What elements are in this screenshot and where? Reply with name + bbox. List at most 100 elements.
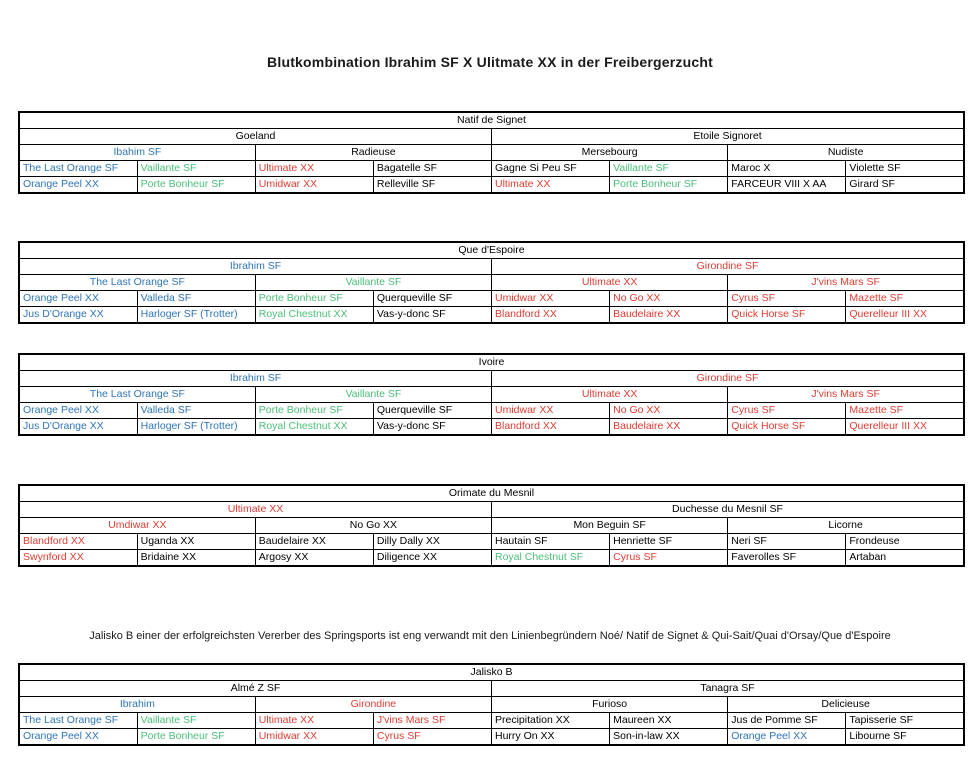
- pedigree-cell: Mazette SF: [845, 290, 965, 307]
- pedigree-cell: Umidwar XX: [254, 176, 374, 194]
- pedigree-cell: Umidwar XX: [490, 402, 611, 419]
- table-row: Ibahim SF Radieuse Mersebourg Nudiste: [18, 144, 965, 161]
- pedigree-cell: Orange Peel XX: [18, 402, 138, 419]
- pedigree-cell: Neri SF: [727, 533, 847, 550]
- pedigree-table-orimate-du-mesnil: Orimate du Mesnil Ultimate XX Duchesse du …: [18, 484, 965, 567]
- pedigree-cell: Etoile Signoret: [491, 128, 965, 145]
- pedigree-cell: Cyrus SF: [609, 549, 729, 567]
- pedigree-cell: Furioso: [490, 696, 729, 713]
- pedigree-cell: Mon Beguin SF: [490, 517, 729, 534]
- table-row: Ivoire: [18, 353, 965, 371]
- pedigree-cell: Orange Peel XX: [18, 728, 138, 746]
- pedigree-cell: J'vins Mars SF: [372, 712, 493, 729]
- pedigree-cell: Radieuse: [254, 144, 493, 161]
- table-row: Ibrahim Girondine Furioso Delicieuse: [18, 696, 965, 713]
- table-row: Jus D'Orange XX Harloger SF (Trotter) Roya…: [18, 306, 965, 324]
- pedigree-cell: Swynford XX: [18, 549, 138, 567]
- pedigree-table: Orimate du Mesnil Ultimate XX Duchesse du …: [18, 484, 965, 567]
- pedigree-cell: Blandford XX: [18, 533, 138, 550]
- pedigree-cell: Bridaine XX: [136, 549, 256, 567]
- pedigree-cell: Jus D'Orange XX: [18, 418, 138, 436]
- pedigree-cell: Vas-y-donc SF: [372, 306, 493, 324]
- pedigree-cell: Gagne Si Peu SF: [490, 160, 611, 177]
- pedigree-cell: Valleda SF: [136, 290, 256, 307]
- pedigree-table: Natif de Signet Goeland Etoile Signoret Iba…: [18, 111, 965, 194]
- pedigree-cell: Son-in-law XX: [609, 728, 729, 746]
- table-row: Ultimate XX Duchesse du Mesnil SF: [18, 501, 965, 518]
- pedigree-cell: The Last Orange SF: [18, 386, 256, 403]
- pedigree-cell: Royal Chestnut SF: [490, 549, 611, 567]
- pedigree-cell: Cyrus SF: [727, 290, 847, 307]
- pedigree-cell: Vas-y-donc SF: [372, 418, 493, 436]
- pedigree-table-que-despoire: Que d'Espoire Ibrahim SF Girondine SF The L…: [18, 241, 965, 324]
- pedigree-cell: Quick Horse SF: [727, 418, 847, 436]
- pedigree-cell: No Go XX: [609, 290, 729, 307]
- table-row: Orange Peel XX Porte Bonheur SF Umidwar XX…: [18, 728, 965, 746]
- table-row: The Last Orange SF Vaillante SF Ultimate X…: [18, 160, 965, 177]
- jalisko-note: Jalisko B einer der erfolgreichsten Vere…: [89, 630, 891, 642]
- pedigree-cell: Vaillante SF: [609, 160, 729, 177]
- pedigree-cell: Hurry On XX: [490, 728, 611, 746]
- table-row: Jalisko B: [18, 663, 965, 681]
- pedigree-cell: Blandford XX: [490, 306, 611, 324]
- pedigree-cell: Royal Chestnut XX: [254, 306, 374, 324]
- pedigree-cell: The Last Orange SF: [18, 712, 138, 729]
- pedigree-cell: J'vins Mars SF: [727, 386, 965, 403]
- pedigree-cell: Diligence XX: [372, 549, 493, 567]
- table-title-cell: Que d'Espoire: [18, 241, 965, 259]
- table-row: Orange Peel XX Valleda SF Porte Bonheur SF…: [18, 402, 965, 419]
- pedigree-cell: Porte Bonheur SF: [254, 290, 374, 307]
- pedigree-cell: Duchesse du Mesnil SF: [491, 501, 965, 518]
- pedigree-cell: Ibahim SF: [18, 144, 256, 161]
- pedigree-cell: Ultimate XX: [18, 501, 492, 518]
- pedigree-cell: Tapisserie SF: [845, 712, 965, 729]
- document-title: Blutkombination Ibrahim SF X Ulitmate XX…: [267, 54, 713, 70]
- pedigree-cell: Girondine SF: [491, 370, 965, 387]
- pedigree-cell: Nudiste: [727, 144, 965, 161]
- pedigree-cell: Ultimate XX: [490, 176, 611, 194]
- pedigree-cell: Ultimate XX: [490, 274, 729, 291]
- pedigree-cell: Vaillante SF: [136, 712, 256, 729]
- pedigree-cell: Porte Bonheur SF: [609, 176, 729, 194]
- pedigree-cell: Argosy XX: [254, 549, 374, 567]
- pedigree-cell: Umidwar XX: [490, 290, 611, 307]
- table-title-cell: Natif de Signet: [18, 111, 965, 129]
- pedigree-cell: Orange Peel XX: [18, 290, 138, 307]
- pedigree-cell: Ibrahim SF: [18, 258, 492, 275]
- pedigree-table-ivoire: Ivoire Ibrahim SF Girondine SF The Last Ora…: [18, 353, 965, 436]
- table-row: Que d'Espoire: [18, 241, 965, 259]
- pedigree-cell: Ultimate XX: [490, 386, 729, 403]
- table-row: The Last Orange SF Vaillante SF Ultimate X…: [18, 386, 965, 403]
- pedigree-cell: Libourne SF: [845, 728, 965, 746]
- pedigree-cell: Harloger SF (Trotter): [136, 306, 256, 324]
- pedigree-cell: Mazette SF: [845, 402, 965, 419]
- pedigree-cell: Porte Bonheur SF: [136, 728, 256, 746]
- table-row: Blandford XX Uganda XX Baudelaire XX Dilly …: [18, 533, 965, 550]
- table-row: Orange Peel XX Porte Bonheur SF Umidwar XX…: [18, 176, 965, 194]
- table-title-cell: Orimate du Mesnil: [18, 484, 965, 502]
- pedigree-cell: Ultimate XX: [254, 712, 374, 729]
- table-title-cell: Jalisko B: [18, 663, 965, 681]
- pedigree-cell: Umidwar XX: [254, 728, 374, 746]
- pedigree-cell: Goeland: [18, 128, 492, 145]
- table-row: Ibrahim SF Girondine SF: [18, 258, 965, 275]
- pedigree-cell: Porte Bonheur SF: [254, 402, 374, 419]
- pedigree-cell: Querqueville SF: [372, 402, 493, 419]
- pedigree-cell: Maroc X: [727, 160, 847, 177]
- pedigree-cell: Bagatelle SF: [372, 160, 493, 177]
- pedigree-table: Que d'Espoire Ibrahim SF Girondine SF The L…: [18, 241, 965, 324]
- table-row: Jus D'Orange XX Harloger SF (Trotter) Roya…: [18, 418, 965, 436]
- table-row: Umdiwar XX No Go XX Mon Beguin SF Licorne: [18, 517, 965, 534]
- pedigree-cell: Girondine SF: [491, 258, 965, 275]
- pedigree-cell: Harloger SF (Trotter): [136, 418, 256, 436]
- pedigree-cell: The Last Orange SF: [18, 274, 256, 291]
- pedigree-cell: Royal Chestnut XX: [254, 418, 374, 436]
- pedigree-cell: J'vins Mars SF: [727, 274, 965, 291]
- pedigree-table-natif-de-signet: Natif de Signet Goeland Etoile Signoret Iba…: [18, 111, 965, 194]
- pedigree-cell: Quick Horse SF: [727, 306, 847, 324]
- table-row: Orange Peel XX Valleda SF Porte Bonheur SF…: [18, 290, 965, 307]
- pedigree-cell: Girondine: [254, 696, 493, 713]
- pedigree-cell: No Go XX: [609, 402, 729, 419]
- table-row: Almé Z SF Tanagra SF: [18, 680, 965, 697]
